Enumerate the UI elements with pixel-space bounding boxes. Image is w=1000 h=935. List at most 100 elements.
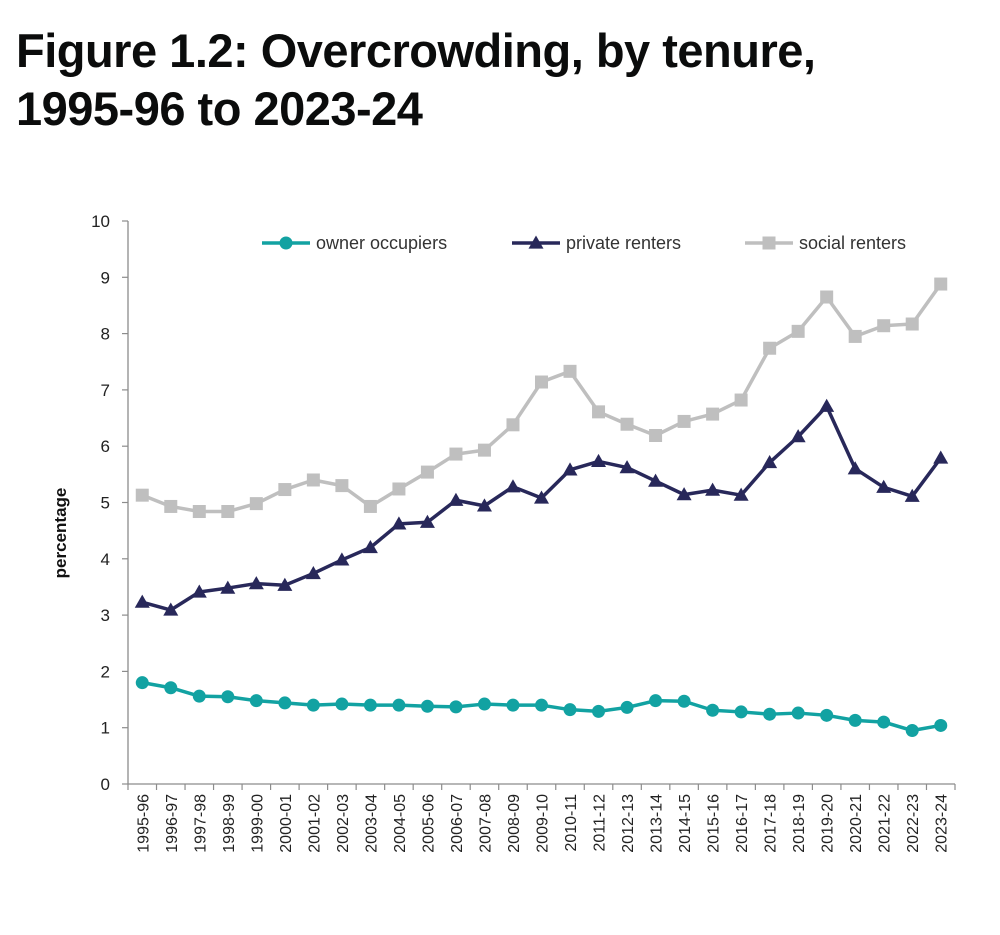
y-tick-label: 0 <box>101 775 110 794</box>
data-point-owner-occupiers <box>192 689 206 703</box>
x-tick-label: 2019-20 <box>820 794 837 853</box>
x-tick-label: 2010-11 <box>563 794 580 852</box>
x-tick-label: 2003-04 <box>363 794 380 853</box>
data-point-owner-occupiers <box>363 698 377 712</box>
legend-label: owner occupiers <box>316 233 447 253</box>
data-point-social-renters <box>392 482 406 496</box>
y-tick-label: 9 <box>101 268 110 287</box>
data-point-owner-occupiers <box>449 700 463 714</box>
x-tick-label: 2008-09 <box>506 794 523 853</box>
data-point-social-renters <box>449 447 463 461</box>
y-tick-label: 6 <box>101 437 110 456</box>
data-point-private-renters <box>733 487 749 501</box>
x-tick-label: 2016-17 <box>734 794 751 853</box>
data-point-owner-occupiers <box>905 724 919 738</box>
data-point-private-renters <box>847 461 863 475</box>
data-point-owner-occupiers <box>820 708 834 722</box>
data-point-owner-occupiers <box>649 694 663 708</box>
data-point-social-renters <box>677 414 691 428</box>
data-point-social-renters <box>135 488 149 502</box>
y-tick-label: 10 <box>91 212 110 231</box>
data-point-owner-occupiers <box>135 676 149 690</box>
x-tick-label: 1995-96 <box>135 794 152 853</box>
data-point-owner-occupiers <box>335 697 349 711</box>
data-point-owner-occupiers <box>620 700 634 714</box>
y-tick-label: 2 <box>101 662 110 681</box>
data-point-owner-occupiers <box>848 713 862 727</box>
data-point-private-renters <box>705 482 721 496</box>
data-point-social-renters <box>820 290 834 304</box>
data-point-private-renters <box>619 460 635 474</box>
data-point-private-renters <box>391 516 407 530</box>
data-point-social-renters <box>848 329 862 343</box>
figure-title-line-1: Figure 1.2: Overcrowding, by tenure, <box>16 24 816 77</box>
data-point-private-renters <box>163 602 179 616</box>
y-tick-label: 4 <box>101 550 110 569</box>
data-point-private-renters <box>819 398 835 412</box>
data-point-owner-occupiers <box>477 697 491 711</box>
data-point-private-renters <box>904 488 920 502</box>
data-point-social-renters <box>734 393 748 407</box>
x-tick-label: 2009-10 <box>535 794 552 853</box>
chart-axes <box>122 220 956 790</box>
data-point-social-renters <box>164 499 178 513</box>
data-point-private-renters <box>648 473 664 487</box>
data-point-social-renters <box>420 465 434 479</box>
y-tick-label: 7 <box>101 381 110 400</box>
data-point-owner-occupiers <box>392 698 406 712</box>
figure-title: Figure 1.2: Overcrowding, by tenure, 199… <box>16 22 976 138</box>
data-point-private-renters <box>334 552 350 566</box>
data-point-private-renters <box>362 540 378 554</box>
data-point-owner-occupiers <box>563 703 577 717</box>
x-tick-label: 2002-03 <box>335 794 352 853</box>
data-point-owner-occupiers <box>420 699 434 713</box>
data-point-private-renters <box>562 462 578 476</box>
data-point-private-renters <box>591 453 607 468</box>
data-point-private-renters <box>505 479 521 493</box>
data-point-private-renters <box>248 576 264 590</box>
legend-label: private renters <box>566 233 681 253</box>
x-tick-label: 2006-07 <box>449 794 466 853</box>
y-axis-label: percentage <box>51 488 70 579</box>
data-point-social-renters <box>620 417 634 431</box>
x-tick-label: 1996-97 <box>164 794 181 853</box>
data-point-owner-occupiers <box>535 698 548 712</box>
data-point-social-renters <box>592 405 606 419</box>
data-point-private-renters <box>134 594 150 608</box>
data-point-social-renters <box>306 473 320 487</box>
x-tick-label: 1999-00 <box>249 794 266 853</box>
series-layer <box>134 277 949 738</box>
data-point-social-renters <box>563 364 577 378</box>
legend-swatch-marker <box>762 236 776 250</box>
data-point-social-renters <box>649 429 663 443</box>
data-point-owner-occupiers <box>164 681 178 695</box>
x-tick-label: 2013-14 <box>649 794 666 853</box>
data-point-private-renters <box>762 455 778 469</box>
data-point-private-renters <box>220 580 236 594</box>
data-point-owner-occupiers <box>791 706 805 720</box>
series-line-social-renters <box>141 283 943 514</box>
data-point-private-renters <box>277 577 293 591</box>
y-axis-tick-labels: 0 1 2 3 4 5 6 7 8 9 10 <box>91 212 110 794</box>
data-point-social-renters <box>506 418 520 432</box>
x-tick-label: 2005-06 <box>420 794 437 853</box>
figure-title-line-2: 1995-96 to 2023-24 <box>16 82 423 135</box>
x-tick-label: 2018-19 <box>791 794 808 853</box>
data-point-social-renters <box>877 319 891 333</box>
legend-swatch-marker <box>279 236 293 250</box>
data-point-social-renters <box>934 277 948 291</box>
data-point-social-renters <box>249 497 263 511</box>
data-point-owner-occupiers <box>221 690 235 704</box>
series-social-renters <box>135 277 948 519</box>
data-point-private-renters <box>305 565 321 580</box>
data-point-private-renters <box>933 450 949 464</box>
data-point-owner-occupiers <box>278 696 292 710</box>
data-point-owner-occupiers <box>934 718 948 732</box>
data-point-social-renters <box>363 499 377 513</box>
data-point-social-renters <box>192 505 206 519</box>
data-point-private-renters <box>448 492 464 506</box>
x-axis-tick-labels: 1995-96 1996-97 1997-98 1998-99 1999-00 2000-… <box>135 794 950 853</box>
y-tick-label: 1 <box>101 719 110 738</box>
x-tick-label: 2011-12 <box>592 794 609 852</box>
legend-label: social renters <box>799 233 906 253</box>
